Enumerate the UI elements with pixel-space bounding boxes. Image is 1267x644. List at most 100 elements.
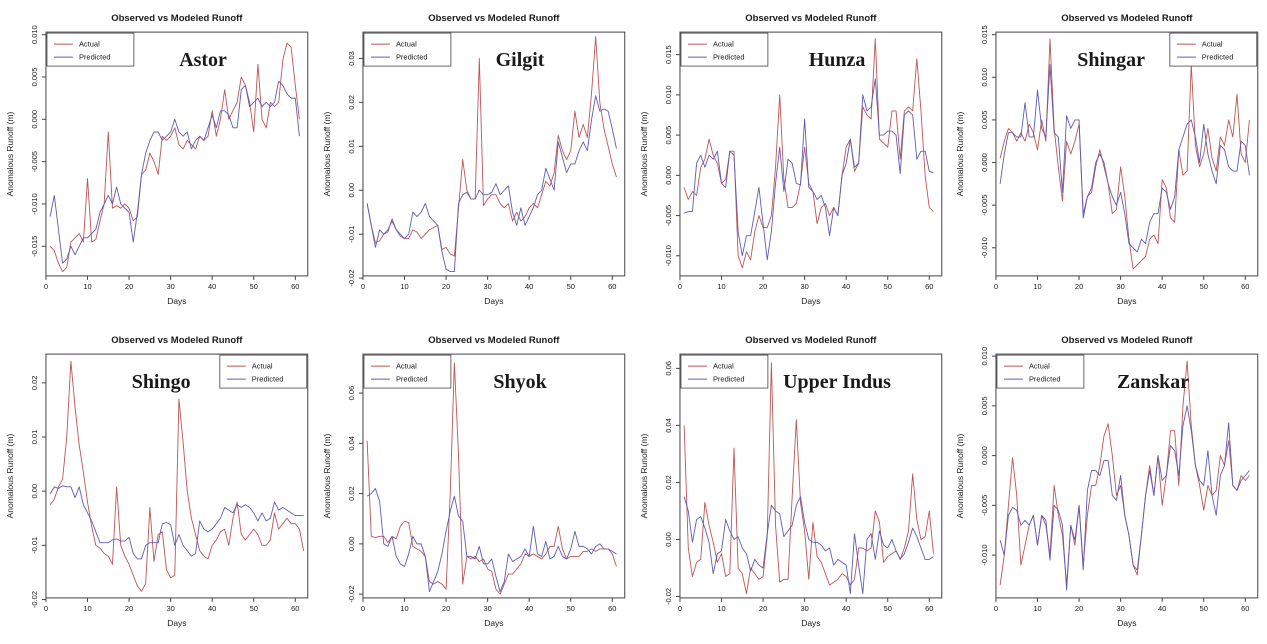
x-tick-label: 30 — [166, 604, 174, 613]
predicted-line — [683, 496, 934, 595]
y-tick-label: 0.06 — [347, 386, 356, 401]
legend-item-predicted-label: Predicted — [79, 53, 111, 62]
plot-box — [995, 353, 1259, 599]
x-tick-label: 10 — [83, 604, 91, 613]
y-axis-label: Anomalous Runoff (m) — [322, 111, 332, 196]
legend-box — [680, 354, 768, 389]
legend-box — [996, 354, 1085, 389]
x-tick-label: 50 — [566, 604, 574, 613]
y-tick-label: 0.01 — [30, 430, 39, 445]
y-tick-label: -0.02 — [347, 586, 356, 603]
legend-item-actual-label: Actual — [1029, 362, 1050, 371]
y-axis-label: Anomalous Runoff (m) — [5, 111, 15, 196]
y-tick-label: -0.005 — [663, 205, 672, 226]
x-tick-label: 30 — [1117, 604, 1125, 613]
chart-panel-shyok: Observed vs Modeled Runoff 0 10 20 30 40 50 60 0… — [317, 322, 634, 644]
y-tick-label: 0.005 — [30, 68, 39, 87]
y-axis-label: Anomalous Runoff (m) — [638, 111, 648, 196]
x-tick-label: 60 — [925, 282, 933, 291]
plot-box — [45, 31, 309, 277]
actual-line — [999, 360, 1251, 586]
chart-panel-astor: Observed vs Modeled Runoff 0 10 20 30 40 50 60 0… — [0, 0, 317, 322]
station-label: Astor — [179, 49, 227, 71]
x-tick-label: 20 — [442, 604, 450, 613]
legend-item-predicted-label: Predicted — [396, 375, 428, 384]
x-tick-label: 40 — [1158, 282, 1166, 291]
x-tick-label: 10 — [717, 282, 725, 291]
chart-title: Observed vs Modeled Runoff — [428, 335, 560, 346]
chart-svg-upper-indus: Observed vs Modeled Runoff 0 10 20 30 40 50 60 0… — [638, 335, 942, 628]
y-tick-label: -0.010 — [980, 237, 989, 258]
y-tick-label: 0.010 — [980, 347, 989, 366]
y-tick-label: 0.01 — [347, 139, 356, 154]
x-tick-label: 10 — [1034, 282, 1042, 291]
station-label: Shyok — [493, 371, 547, 393]
y-axis-label: Anomalous Runoff (m) — [955, 111, 965, 196]
legend: Actual Predicted — [680, 354, 768, 389]
chart-svg-astor: Observed vs Modeled Runoff 0 10 20 30 40 50 60 0… — [5, 13, 309, 306]
legend: Actual Predicted — [363, 32, 452, 67]
y-tick-label: -0.015 — [30, 236, 39, 257]
x-tick-label: 20 — [758, 282, 766, 291]
chart-title: Observed vs Modeled Runoff — [1061, 335, 1193, 346]
x-tick-label: 20 — [1075, 604, 1083, 613]
y-axis-label: Anomalous Runoff (m) — [5, 433, 15, 518]
y-tick-label: 0.005 — [980, 111, 989, 130]
y-tick-label: 0.005 — [663, 126, 672, 145]
legend: Actual Predicted — [219, 354, 308, 389]
y-tick-label: 0.015 — [663, 45, 672, 64]
x-tick-label: 40 — [208, 604, 216, 613]
x-axis-label: Days — [1117, 296, 1136, 306]
x-tick-label: 40 — [842, 604, 850, 613]
y-tick-label: -0.02 — [30, 591, 39, 608]
predicted-line — [683, 78, 934, 261]
x-tick-label: 20 — [442, 282, 450, 291]
x-tick-label: 0 — [994, 604, 998, 613]
x-tick-label: 60 — [291, 604, 299, 613]
legend: Actual Predicted — [1169, 32, 1258, 67]
y-tick-label: 0.04 — [663, 418, 672, 433]
plot-box — [678, 31, 942, 277]
x-tick-label: 0 — [361, 604, 365, 613]
x-tick-label: 20 — [758, 604, 766, 613]
x-axis-label: Days — [801, 296, 820, 306]
x-tick-label: 10 — [83, 282, 91, 291]
x-tick-label: 50 — [1200, 604, 1208, 613]
legend-item-predicted-label: Predicted — [1029, 375, 1061, 384]
x-axis-label: Days — [484, 296, 503, 306]
x-tick-label: 60 — [608, 282, 616, 291]
chart-panel-hunza: Observed vs Modeled Runoff 0 10 20 30 40 50 60 0… — [634, 0, 951, 322]
chart-title: Observed vs Modeled Runoff — [745, 13, 877, 24]
legend-item-predicted-label: Predicted — [252, 375, 284, 384]
x-tick-label: 50 — [1200, 282, 1208, 291]
predicted-line — [366, 95, 617, 272]
legend-box — [1169, 32, 1258, 67]
plot-box — [362, 353, 626, 599]
x-tick-label: 0 — [994, 282, 998, 291]
chart-svg-hunza: Observed vs Modeled Runoff 0 10 20 30 40 50 60 0… — [638, 13, 942, 306]
x-tick-label: 0 — [44, 604, 48, 613]
legend-item-actual-label: Actual — [712, 362, 733, 371]
x-tick-label: 50 — [883, 282, 891, 291]
x-axis-label: Days — [167, 296, 186, 306]
legend-item-actual-label: Actual — [396, 362, 417, 371]
legend-item-predicted-label: Predicted — [1202, 53, 1234, 62]
legend-item-actual-label: Actual — [252, 362, 273, 371]
y-tick-label: 0.06 — [663, 361, 672, 376]
legend-item-actual-label: Actual — [79, 40, 100, 49]
y-tick-label: 0.015 — [980, 25, 989, 44]
y-tick-label: 0.00 — [30, 484, 39, 499]
x-axis-label: Days — [484, 618, 503, 628]
x-tick-label: 30 — [483, 282, 491, 291]
x-tick-label: 0 — [677, 282, 681, 291]
y-tick-label: 0.000 — [663, 166, 672, 185]
plot-box — [45, 353, 309, 599]
y-tick-label: 0.02 — [663, 475, 672, 490]
x-tick-label: 20 — [125, 282, 133, 291]
y-tick-label: 0.03 — [347, 51, 356, 66]
chart-title: Observed vs Modeled Runoff — [428, 13, 560, 24]
x-tick-label: 30 — [800, 282, 808, 291]
y-tick-label: 0.04 — [347, 436, 356, 451]
chart-panel-shingo: Observed vs Modeled Runoff 0 10 20 30 40 50 60 0… — [0, 322, 317, 644]
